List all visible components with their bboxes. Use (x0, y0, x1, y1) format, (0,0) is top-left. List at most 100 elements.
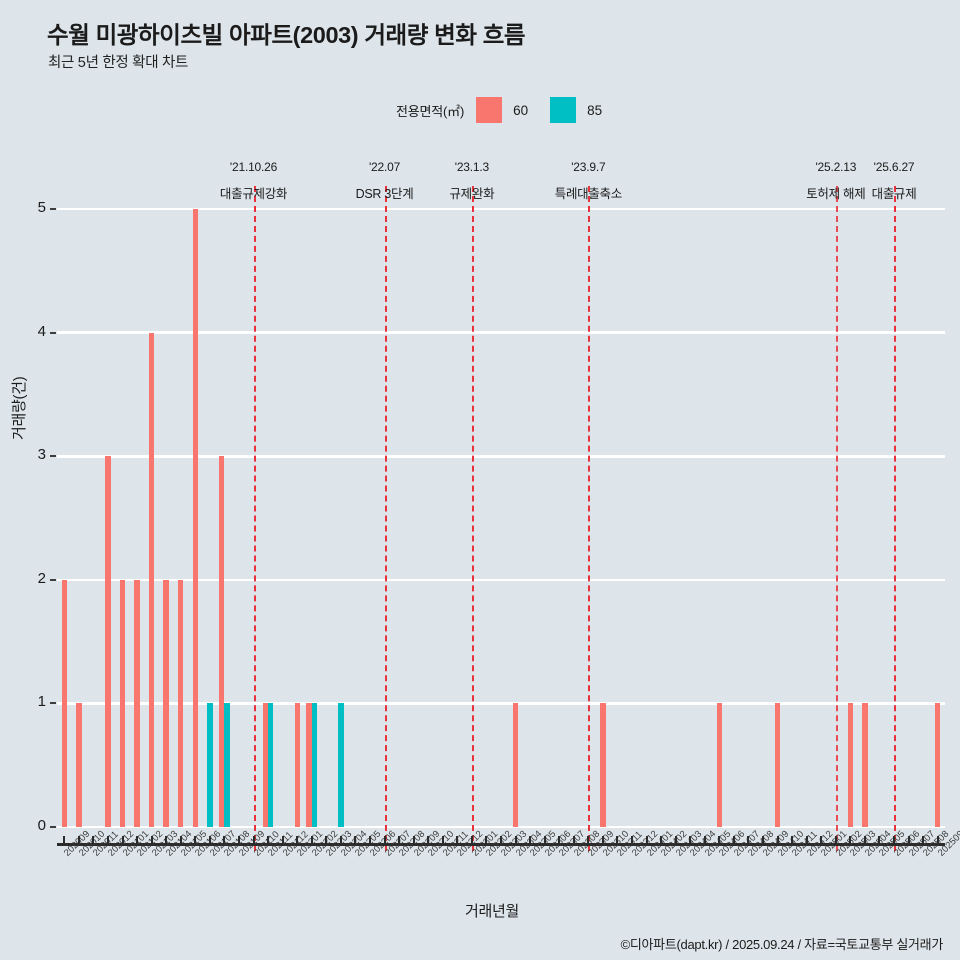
bar[interactable] (207, 703, 213, 827)
x-tick-mark (529, 836, 532, 845)
x-tick-mark (456, 836, 459, 845)
y-tick-mark (50, 208, 56, 210)
bar[interactable] (311, 703, 318, 827)
y-tick-mark (50, 331, 56, 334)
y-tick-label: 2 (37, 569, 46, 587)
x-tick-mark (339, 836, 342, 845)
bar[interactable] (268, 703, 274, 827)
x-tick-mark (878, 836, 881, 845)
bar[interactable] (163, 579, 169, 827)
event-vline (835, 186, 838, 851)
x-tick-mark (805, 836, 808, 845)
event-note-label: 토허제 해제 (806, 187, 866, 201)
x-tick-mark (834, 836, 837, 845)
legend-swatch-85 (550, 97, 577, 123)
x-tick-mark (863, 836, 866, 845)
bar[interactable] (119, 579, 126, 827)
x-tick-mark (368, 836, 371, 845)
x-tick-mark (572, 836, 575, 845)
x-tick-mark (732, 836, 735, 845)
event-date-label: '25.2.13 (815, 160, 857, 174)
event-vline (894, 186, 897, 851)
plot-area (57, 207, 945, 829)
event-note-label: 특례대출축소 (554, 187, 623, 201)
x-tick-mark (601, 836, 604, 845)
x-tick-mark (427, 836, 430, 845)
bar[interactable] (847, 703, 854, 827)
bar[interactable] (61, 579, 67, 827)
x-tick-mark (252, 836, 255, 845)
legend-title: 전용면적(㎡) (396, 103, 465, 119)
bar[interactable] (306, 703, 312, 827)
bar[interactable] (935, 703, 941, 827)
y-tick-mark (50, 455, 56, 458)
x-tick-mark (165, 836, 168, 845)
gridline (57, 578, 945, 582)
x-tick-mark (310, 836, 313, 845)
bar[interactable] (862, 703, 868, 827)
x-tick-mark (893, 836, 896, 845)
page-title: 수월 미광하이츠빌 아파트(2003) 거래량 변화 흐름 (47, 22, 526, 48)
y-tick-mark (50, 578, 56, 581)
bar[interactable] (105, 456, 111, 827)
x-tick-mark (645, 836, 648, 845)
x-tick-mark (820, 836, 823, 845)
legend-item-60[interactable]: 60 (476, 97, 550, 123)
x-tick-mark (849, 836, 852, 845)
bar[interactable] (262, 703, 269, 827)
x-tick-mark (514, 836, 517, 845)
y-tick-label: 1 (37, 693, 46, 711)
x-tick-mark (237, 836, 240, 845)
legend-label-85: 85 (587, 102, 603, 118)
x-tick-mark (281, 836, 284, 845)
x-tick-mark (267, 836, 270, 845)
bar[interactable] (774, 703, 781, 827)
y-tick-mark (50, 702, 56, 705)
x-tick-mark (354, 836, 357, 845)
x-tick-mark (689, 836, 692, 845)
bar[interactable] (76, 703, 82, 827)
bar[interactable] (148, 332, 155, 827)
y-tick-label: 5 (37, 199, 46, 216)
legend: 전용면적(㎡) 60 85 (396, 96, 624, 124)
x-tick-mark (558, 836, 561, 845)
bar[interactable] (224, 703, 230, 827)
bar[interactable] (512, 703, 519, 827)
y-tick-label: 0 (37, 817, 46, 834)
gridline (57, 331, 945, 334)
x-tick-mark (500, 836, 502, 845)
x-tick-mark (383, 836, 386, 845)
x-tick-mark (412, 836, 415, 845)
x-tick-mark (907, 836, 910, 845)
legend-item-85[interactable]: 85 (550, 97, 624, 123)
x-tick-mark (121, 836, 124, 845)
event-date-label: '23.1.3 (454, 160, 490, 174)
x-tick-mark (296, 836, 299, 845)
bar[interactable] (600, 703, 606, 827)
x-tick-mark (106, 836, 109, 845)
event-date-label: '22.07 (368, 160, 401, 174)
bar[interactable] (338, 703, 344, 827)
x-tick-mark (223, 836, 226, 845)
x-axis-label: 거래년월 (465, 903, 520, 920)
x-tick-mark (398, 836, 401, 845)
event-vline (471, 186, 474, 851)
bar[interactable] (219, 456, 225, 827)
event-note-label: 대출규제 (871, 187, 917, 201)
y-tick-label: 4 (37, 322, 46, 340)
bar[interactable] (178, 579, 184, 827)
x-tick-mark (587, 836, 590, 845)
event-vline (588, 186, 591, 851)
x-tick-mark (747, 836, 750, 845)
x-tick-mark (660, 836, 663, 845)
x-tick-mark (791, 836, 794, 845)
gridline (57, 455, 945, 458)
legend-swatch-60 (476, 97, 503, 123)
gridline (57, 702, 945, 705)
y-tick-mark (50, 826, 56, 828)
bar[interactable] (716, 703, 723, 827)
bar[interactable] (134, 579, 140, 827)
bar[interactable] (294, 703, 300, 827)
bar[interactable] (192, 209, 198, 827)
